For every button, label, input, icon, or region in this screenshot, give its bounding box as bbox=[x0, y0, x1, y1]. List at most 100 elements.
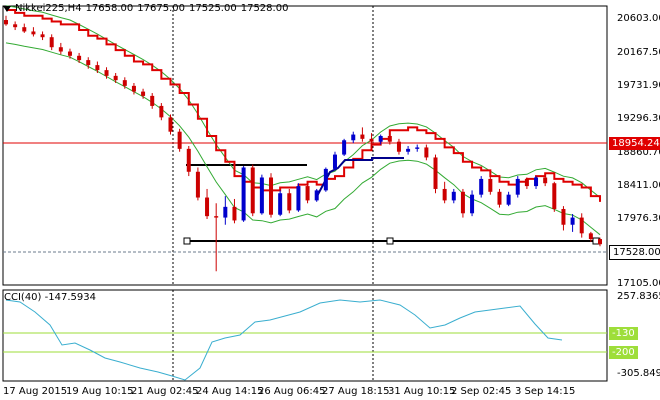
candle-body bbox=[195, 171, 200, 198]
candle-body bbox=[214, 216, 219, 218]
candle-body bbox=[86, 60, 91, 66]
price-tick-label: 17105.00 bbox=[617, 278, 660, 289]
candle-body bbox=[524, 178, 529, 187]
candle-body bbox=[269, 177, 274, 215]
envelope-lower bbox=[5, 42, 601, 236]
candle-body bbox=[250, 167, 255, 214]
price-tick-label: 19296.30 bbox=[617, 113, 660, 124]
cci-title: CCI(40) -147.5934 bbox=[4, 292, 96, 303]
price-tick-label: 18411.00 bbox=[617, 180, 660, 191]
candle-body bbox=[342, 140, 347, 155]
candle-body bbox=[387, 135, 392, 142]
candle-body bbox=[314, 190, 319, 201]
time-tick-label: 21 Aug 02:45 bbox=[131, 386, 199, 397]
candle-body bbox=[186, 148, 191, 172]
candle-body bbox=[488, 178, 493, 192]
candle-body bbox=[424, 147, 429, 158]
candle-body bbox=[31, 31, 36, 35]
candle-body bbox=[515, 178, 520, 195]
candle-body bbox=[479, 178, 484, 195]
time-tick-label: 27 Aug 18:15 bbox=[322, 386, 390, 397]
candle-body bbox=[223, 206, 228, 218]
chart-menu-icon[interactable] bbox=[3, 5, 11, 12]
ohlc-close: 17528.00 bbox=[240, 3, 289, 14]
candle-body bbox=[351, 134, 356, 141]
candle-body bbox=[561, 208, 566, 225]
price-tick-label: 17976.30 bbox=[617, 213, 660, 224]
candle-body bbox=[278, 193, 283, 215]
ohlc-low: 17525.00 bbox=[189, 3, 237, 14]
time-tick-label: 2 Sep 02:45 bbox=[451, 386, 512, 397]
candle-body bbox=[177, 131, 182, 149]
candle-body bbox=[205, 197, 210, 217]
candle-body bbox=[95, 65, 100, 71]
candle-body bbox=[141, 91, 146, 96]
candle-body bbox=[588, 233, 593, 240]
candle-body bbox=[77, 55, 82, 61]
candle-body bbox=[360, 134, 365, 139]
candle-body bbox=[396, 141, 401, 152]
candle-body bbox=[40, 34, 45, 38]
candle-body bbox=[415, 147, 420, 149]
cci-axis-bottom: -305.8497 bbox=[617, 368, 660, 379]
candle-body bbox=[104, 70, 109, 76]
trendline-handle bbox=[386, 237, 394, 245]
time-tick-label: 31 Aug 10:15 bbox=[388, 386, 456, 397]
candle-body bbox=[543, 177, 548, 184]
price-badge: 18954.24 bbox=[609, 137, 660, 150]
cci-value: -147.5934 bbox=[44, 292, 96, 303]
candle-body bbox=[442, 188, 447, 201]
time-tick-label: 19 Aug 10:15 bbox=[66, 386, 134, 397]
candle-body bbox=[22, 27, 27, 32]
candle-body bbox=[497, 191, 502, 205]
trailing-stop-line bbox=[6, 9, 601, 202]
candle-body bbox=[534, 177, 539, 187]
trendline-handle bbox=[183, 237, 191, 245]
support-step-line bbox=[315, 157, 404, 199]
chart-title-bar: Nikkei225,H4 17658.00 17675.00 17525.00 … bbox=[3, 3, 288, 14]
candle-body bbox=[378, 135, 383, 142]
candle-body bbox=[579, 217, 584, 234]
candle-body bbox=[4, 20, 8, 25]
envelope-upper bbox=[5, 5, 601, 198]
cci-axis-top: 257.8365 bbox=[617, 291, 660, 302]
price-tick-label: 18860.70 bbox=[617, 147, 660, 158]
candle-body bbox=[570, 217, 575, 225]
candle-body bbox=[369, 138, 374, 142]
candle-body bbox=[159, 105, 164, 118]
price-badge: 17528.00 bbox=[609, 245, 660, 260]
price-tick-label: 20167.50 bbox=[617, 47, 660, 58]
price-tick-label: 20603.00 bbox=[617, 13, 660, 24]
candle-body bbox=[451, 191, 456, 201]
cci-pane-frame bbox=[2, 289, 608, 382]
candle-body bbox=[506, 194, 511, 205]
candle-body bbox=[287, 193, 292, 211]
candle-body bbox=[49, 37, 54, 48]
candle-body bbox=[305, 186, 310, 201]
candle-body bbox=[58, 47, 63, 52]
candle-body bbox=[113, 75, 118, 81]
ohlc-high: 17675.00 bbox=[137, 3, 185, 14]
candle-body bbox=[131, 85, 136, 92]
chart-symbol: Nikkei225,H4 bbox=[15, 3, 82, 14]
candle-body bbox=[296, 186, 301, 211]
cci-line bbox=[5, 299, 563, 381]
candle-body bbox=[168, 117, 173, 132]
candle-body bbox=[598, 239, 602, 245]
candle-body bbox=[241, 167, 246, 221]
candle-body bbox=[332, 154, 337, 169]
candle-body bbox=[552, 183, 557, 209]
time-tick-label: 17 Aug 2015 bbox=[3, 386, 68, 397]
price-tick-label: 19731.90 bbox=[617, 80, 660, 91]
candle-body bbox=[460, 191, 465, 214]
candle-body bbox=[323, 168, 328, 191]
candle-body bbox=[433, 157, 438, 189]
candle-body bbox=[406, 148, 411, 152]
cci-level-badge: -200 bbox=[609, 346, 638, 359]
time-tick-label: 26 Aug 06:45 bbox=[258, 386, 326, 397]
cci-level-badge: -130 bbox=[609, 327, 638, 340]
time-tick-label: 24 Aug 14:15 bbox=[196, 386, 264, 397]
candle-body bbox=[122, 80, 127, 86]
candle-body bbox=[67, 51, 72, 56]
